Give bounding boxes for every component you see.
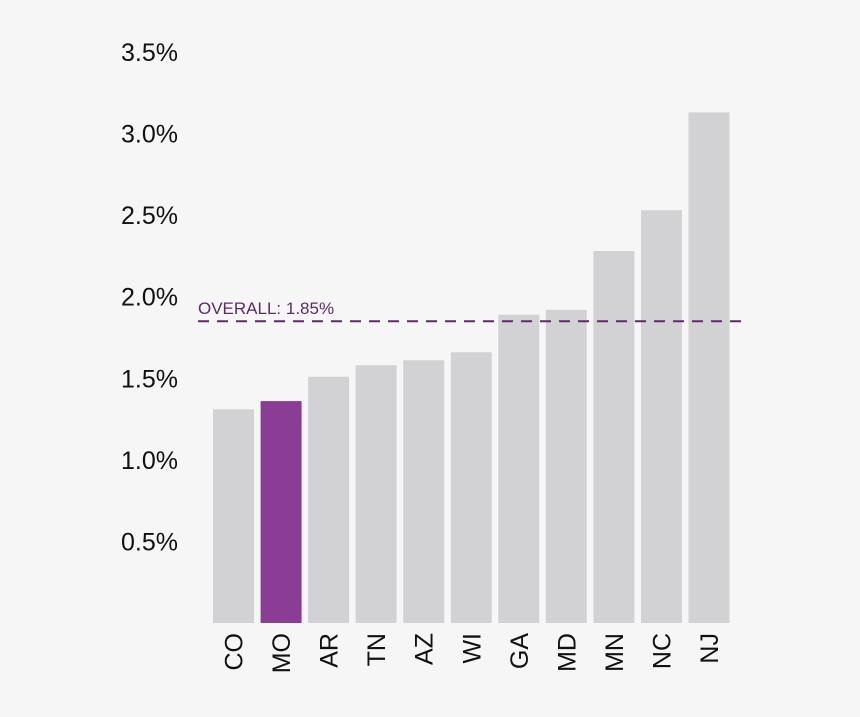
x-category-label-co: CO [221,633,249,671]
x-category-label-ar: AR [316,633,344,668]
bar-nj [688,112,730,624]
bars [213,112,730,624]
bar-tn [355,365,397,623]
x-category-label-nc: NC [649,633,677,669]
x-category-label-mo: MO [268,633,296,673]
x-category-label-tn: TN [363,633,391,666]
y-tick-label-4: 2.5% [121,202,178,230]
x-axis-category-labels: CO MO AR TN AZ WI GA MD MN NC NJ [221,633,725,674]
y-tick-label-5: 3.0% [121,121,178,149]
bar-ar [308,376,350,623]
bar-az [403,360,445,623]
y-tick-label-6: 3.5% [121,39,178,67]
x-category-label-az: AZ [411,633,439,665]
y-tick-label-0: 0.5% [121,528,178,556]
bar-mn [593,251,635,623]
bar-mo [260,401,302,623]
x-category-label-wi: WI [458,633,486,664]
x-category-label-md: MD [553,633,581,672]
y-tick-label-1: 1.0% [121,447,178,475]
bar-nc [641,210,682,623]
y-axis-tick-labels: 0.5% 1.0% 1.5% 2.0% 2.5% 3.0% 3.5% [121,39,178,556]
bar-md [545,309,587,623]
x-category-label-mn: MN [601,633,629,672]
bar-wi [450,352,492,623]
y-tick-label-2: 1.5% [121,365,178,393]
x-category-label-nj: NJ [696,633,724,664]
bar-ga [498,314,540,623]
overall-reference-label: OVERALL: 1.85% [198,299,334,318]
x-category-label-ga: GA [506,633,534,669]
y-tick-label-3: 2.0% [121,284,178,312]
bar-co [213,409,254,623]
